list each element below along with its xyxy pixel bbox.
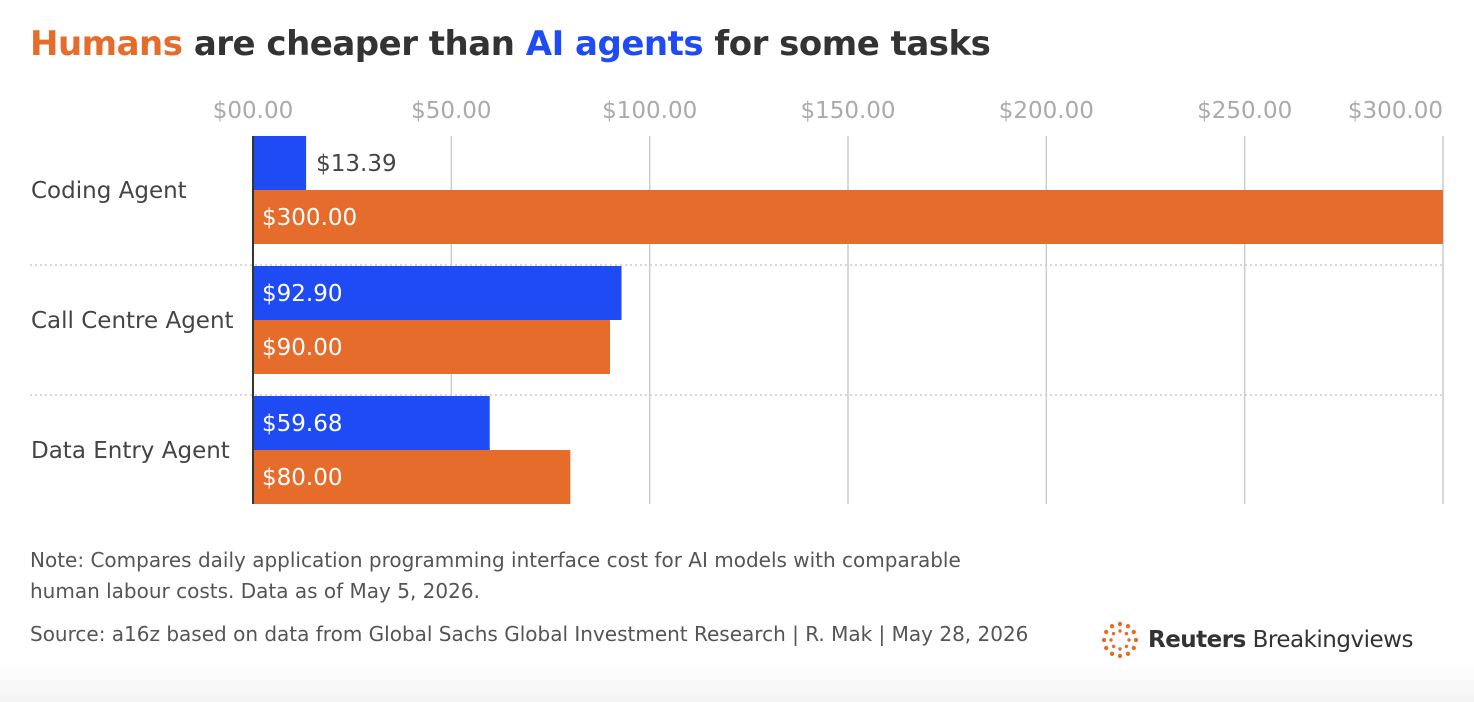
logo-bold: Reuters xyxy=(1148,627,1246,653)
title-humans: Humans xyxy=(30,24,183,64)
bar xyxy=(253,396,490,450)
category-label: Coding Agent xyxy=(31,178,187,204)
category-label: Call Centre Agent xyxy=(31,308,234,334)
footer-background xyxy=(0,662,1474,702)
bar xyxy=(253,136,307,190)
bar xyxy=(253,190,1443,244)
chart-source: Source: a16z based on data from Global S… xyxy=(30,622,1029,646)
x-tick-label: $50.00 xyxy=(411,98,491,124)
logo-rest: Breakingviews xyxy=(1245,627,1414,653)
category-label: Data Entry Agent xyxy=(31,438,230,464)
bar xyxy=(253,320,610,374)
bar-chart: $00.00 $50.00 $100.00 $150.00 $200.00 $250.00… xyxy=(30,98,1444,504)
bar-value-label: $80.00 xyxy=(262,465,342,491)
x-tick-label: $100.00 xyxy=(602,98,697,124)
title-middle: are cheaper than xyxy=(182,24,526,64)
reuters-dot-ring-icon xyxy=(1101,621,1139,659)
bar xyxy=(253,450,571,504)
x-tick-label: $150.00 xyxy=(800,98,895,124)
logo-text: Reuters Breakingviews xyxy=(1148,627,1413,653)
reuters-breakingviews-logo: Reuters Breakingviews xyxy=(1100,620,1413,660)
chart-note: Note: Compares daily application program… xyxy=(30,548,961,603)
bar-value-label: $92.90 xyxy=(262,281,342,307)
chart-title: Humans are cheaper than AI agents for so… xyxy=(30,24,991,64)
title-end: for some tasks xyxy=(703,24,991,64)
bar xyxy=(253,266,622,320)
bar-value-label: $59.68 xyxy=(262,411,342,437)
bar-value-label: $300.00 xyxy=(262,205,357,231)
title-ai-agents: AI agents xyxy=(525,24,704,64)
x-tick-label: $00.00 xyxy=(213,98,293,124)
x-tick-label: $300.00 xyxy=(1348,98,1443,124)
x-tick-label: $200.00 xyxy=(999,98,1094,124)
x-tick-label: $250.00 xyxy=(1197,98,1292,124)
bar-value-label: $90.00 xyxy=(262,335,342,361)
bar-value-label: $13.39 xyxy=(316,151,396,177)
